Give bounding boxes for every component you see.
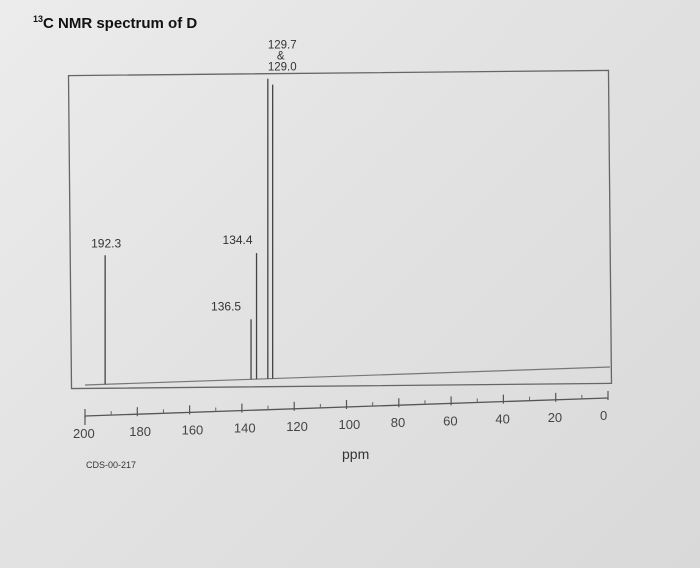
peak-label: 129.0 xyxy=(268,62,297,74)
x-tick-label: 80 xyxy=(391,415,405,430)
x-axis: 200 180 160 140 120 100 80 60 40 20 0 xyxy=(73,391,609,441)
spectrum-title: 13C NMR spectrum of D xyxy=(33,14,198,32)
spectrum-peaks xyxy=(104,78,274,385)
x-tick-label: 140 xyxy=(234,421,256,436)
x-tick-label: 200 xyxy=(73,426,95,441)
x-tick-label: 60 xyxy=(443,413,457,428)
x-tick-label: 120 xyxy=(286,419,308,434)
peak-label: 136.5 xyxy=(211,299,241,313)
x-tick-label: 40 xyxy=(495,412,509,427)
peak-label: 192.3 xyxy=(91,236,121,250)
spectrum-baseline xyxy=(84,366,611,386)
x-tick-label: 20 xyxy=(548,410,562,425)
peak-label: 134.4 xyxy=(223,233,253,247)
peak-label: 129.7 xyxy=(268,40,297,52)
x-tick-label: 160 xyxy=(182,422,204,437)
x-tick-label: 0 xyxy=(600,408,607,423)
peak-label: & xyxy=(277,51,285,63)
x-tick-label: 180 xyxy=(129,424,151,439)
x-tick-label: 100 xyxy=(339,417,361,432)
x-axis-label: ppm xyxy=(342,446,369,462)
peak-labels: 192.3 136.5 134.4 129.7&129.0 xyxy=(91,40,296,314)
catalog-id: CDS-00-217 xyxy=(86,460,136,470)
plot-frame xyxy=(67,69,613,390)
